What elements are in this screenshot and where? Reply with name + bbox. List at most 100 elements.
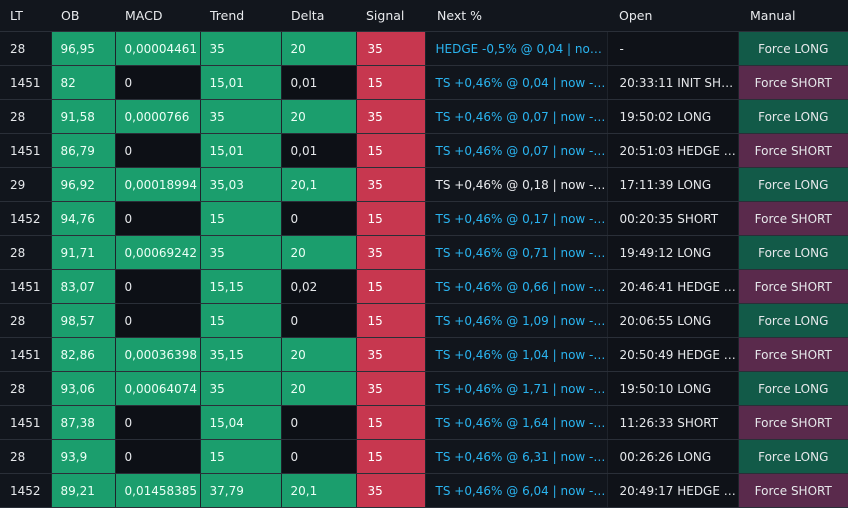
col-header-delta[interactable]: Delta <box>281 0 356 32</box>
signal-cell: 35 <box>356 167 426 202</box>
next-cell: TS +0,46% @ 0,18 | now -1,5% <box>425 167 608 202</box>
ob-cell: 94,76 <box>51 201 116 236</box>
lt-cell: 1451 <box>0 337 52 372</box>
open-cell: 17:11:39 LONG <box>607 167 739 202</box>
table-row: 28 91,71 0,00069242 35 20 35 TS +0,46% @ 0,71 … <box>0 235 848 270</box>
manual-cell[interactable]: Force SHORT <box>738 201 848 236</box>
force-long-button[interactable]: Force LONG <box>758 381 829 396</box>
lt-cell: 28 <box>0 31 52 66</box>
delta-cell: 20,1 <box>281 167 357 202</box>
force-long-button[interactable]: Force LONG <box>758 245 829 260</box>
delta-cell: 0 <box>281 439 357 474</box>
table-row: 1451 83,07 0 15,15 0,02 15 TS +0,46% @ 0,66 | … <box>0 269 848 304</box>
lt-cell: 28 <box>0 235 52 270</box>
open-cell: 19:50:02 LONG <box>607 99 739 134</box>
col-header-manual[interactable]: Manual <box>738 0 848 32</box>
manual-cell[interactable]: Force LONG <box>738 31 848 66</box>
signal-cell: 15 <box>356 133 426 168</box>
force-short-button[interactable]: Force SHORT <box>754 347 832 362</box>
open-cell: 19:49:12 LONG <box>607 235 739 270</box>
force-long-button[interactable]: Force LONG <box>758 449 829 464</box>
delta-cell: 0 <box>281 405 357 440</box>
col-header-next[interactable]: Next % <box>425 0 607 32</box>
ob-cell: 82 <box>51 65 116 100</box>
delta-cell: 20 <box>281 235 357 270</box>
open-cell: 20:49:17 HEDGE S... <box>607 473 739 508</box>
open-cell: - <box>607 31 739 66</box>
manual-cell[interactable]: Force SHORT <box>738 337 848 372</box>
col-header-lt[interactable]: LT <box>0 0 51 32</box>
trend-cell: 35 <box>200 31 282 66</box>
trend-cell: 35,15 <box>200 337 282 372</box>
table-row: 1451 86,79 0 15,01 0,01 15 TS +0,46% @ 0,07 | … <box>0 133 848 168</box>
manual-cell[interactable]: Force SHORT <box>738 65 848 100</box>
macd-cell: 0,00036398 <box>115 337 201 372</box>
trend-cell: 15 <box>200 439 282 474</box>
macd-cell: 0,00064074 <box>115 371 201 406</box>
signal-cell: 15 <box>356 201 426 236</box>
trend-cell: 15,01 <box>200 65 282 100</box>
ob-cell: 91,58 <box>51 99 116 134</box>
ob-cell: 93,9 <box>51 439 116 474</box>
force-short-button[interactable]: Force SHORT <box>754 143 832 158</box>
open-cell: 11:26:33 SHORT <box>607 405 739 440</box>
open-cell: 00:20:35 SHORT <box>607 201 739 236</box>
ob-cell: 93,06 <box>51 371 116 406</box>
trend-cell: 15,04 <box>200 405 282 440</box>
trend-cell: 15,15 <box>200 269 282 304</box>
force-short-button[interactable]: Force SHORT <box>754 483 832 498</box>
next-cell: TS +0,46% @ 0,17 | now -2,7% <box>425 201 608 236</box>
next-cell: TS +0,46% @ 1,09 | now -3,3... <box>425 303 608 338</box>
col-header-open[interactable]: Open <box>607 0 738 32</box>
col-header-signal[interactable]: Signal <box>356 0 425 32</box>
open-cell: 20:51:03 HEDGE S... <box>607 133 739 168</box>
manual-cell[interactable]: Force LONG <box>738 371 848 406</box>
lt-cell: 1451 <box>0 133 52 168</box>
force-long-button[interactable]: Force LONG <box>758 177 829 192</box>
signal-cell: 35 <box>356 473 426 508</box>
signal-cell: 35 <box>356 235 426 270</box>
table-row: 1452 89,21 0,01458385 37,79 20,1 35 TS +0,46% … <box>0 473 848 508</box>
force-long-button[interactable]: Force LONG <box>758 41 829 56</box>
manual-cell[interactable]: Force LONG <box>738 167 848 202</box>
signal-cell: 15 <box>356 439 426 474</box>
open-cell: 19:50:10 LONG <box>607 371 739 406</box>
col-header-macd[interactable]: MACD <box>115 0 200 32</box>
manual-cell[interactable]: Force LONG <box>738 303 848 338</box>
header-row: LT OB MACD Trend Delta Signal Next % Ope… <box>0 0 848 32</box>
col-header-trend[interactable]: Trend <box>200 0 281 32</box>
lt-cell: 1451 <box>0 405 52 440</box>
lt-cell: 29 <box>0 167 52 202</box>
delta-cell: 0,01 <box>281 133 357 168</box>
table-row: 28 93,9 0 15 0 15 TS +0,46% @ 6,31 | now -2,2.… <box>0 439 848 474</box>
force-short-button[interactable]: Force SHORT <box>754 279 832 294</box>
next-cell: TS +0,46% @ 1,71 | now -2,3% <box>425 371 608 406</box>
trend-cell: 35,03 <box>200 167 282 202</box>
force-short-button[interactable]: Force SHORT <box>754 415 832 430</box>
force-long-button[interactable]: Force LONG <box>758 313 829 328</box>
manual-cell[interactable]: Force SHORT <box>738 405 848 440</box>
manual-cell[interactable]: Force LONG <box>738 235 848 270</box>
macd-cell: 0 <box>115 439 201 474</box>
signal-cell: 15 <box>356 303 426 338</box>
manual-cell[interactable]: Force LONG <box>738 99 848 134</box>
manual-cell[interactable]: Force SHORT <box>738 473 848 508</box>
manual-cell[interactable]: Force SHORT <box>738 133 848 168</box>
manual-cell[interactable]: Force SHORT <box>738 269 848 304</box>
ob-cell: 83,07 <box>51 269 116 304</box>
macd-cell: 0,00069242 <box>115 235 201 270</box>
lt-cell: 1451 <box>0 269 52 304</box>
force-short-button[interactable]: Force SHORT <box>754 75 832 90</box>
macd-cell: 0 <box>115 65 201 100</box>
delta-cell: 20 <box>281 99 357 134</box>
lt-cell: 28 <box>0 439 52 474</box>
signal-cell: 35 <box>356 371 426 406</box>
macd-cell: 0 <box>115 303 201 338</box>
macd-cell: 0 <box>115 133 201 168</box>
col-header-ob[interactable]: OB <box>51 0 115 32</box>
ob-cell: 89,21 <box>51 473 116 508</box>
signal-cell: 35 <box>356 337 426 372</box>
force-long-button[interactable]: Force LONG <box>758 109 829 124</box>
force-short-button[interactable]: Force SHORT <box>754 211 832 226</box>
manual-cell[interactable]: Force LONG <box>738 439 848 474</box>
